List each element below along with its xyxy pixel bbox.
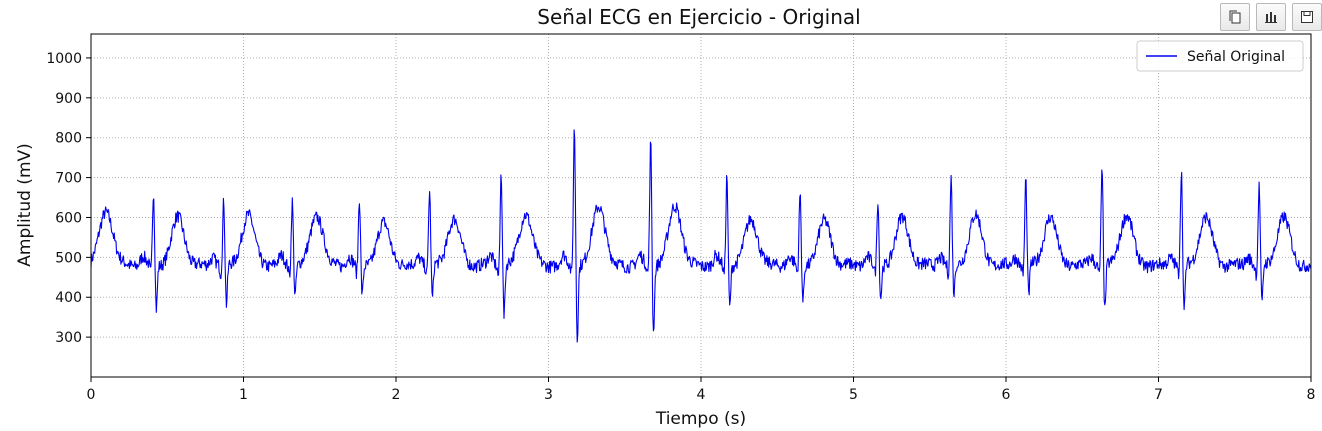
save-icon: [1299, 9, 1315, 25]
y-tick-label: 700: [55, 171, 82, 187]
x-tick-label: 5: [849, 387, 858, 403]
x-tick-label: 6: [1002, 387, 1011, 403]
legend: Señal Original: [1136, 40, 1304, 72]
copy-icon: [1227, 9, 1243, 25]
x-tick-label: 8: [1307, 387, 1316, 403]
y-tick-label: 500: [55, 250, 82, 266]
chart-icon: [1263, 9, 1279, 25]
chart-button[interactable]: [1256, 3, 1286, 31]
x-tick-label: 3: [544, 387, 553, 403]
x-axis-label: Tiempo (s): [655, 409, 746, 429]
legend-label: Señal Original: [1187, 49, 1285, 65]
y-tick-label: 400: [55, 290, 82, 306]
toolbar: [1220, 3, 1322, 31]
y-tick-label: 600: [55, 210, 82, 226]
y-axis-label: Amplitud (mV): [15, 143, 35, 267]
x-tick-label: 1: [239, 387, 248, 403]
x-tick-label: 0: [87, 387, 96, 403]
x-tick-label: 7: [1154, 387, 1163, 403]
y-tick-label: 900: [55, 91, 82, 107]
legend-box: [1136, 40, 1304, 72]
y-tick-label: 800: [55, 131, 82, 147]
y-tick-label: 1000: [46, 51, 82, 67]
copy-button[interactable]: [1220, 3, 1250, 31]
x-tick-label: 2: [392, 387, 401, 403]
save-button[interactable]: [1292, 3, 1322, 31]
x-tick-label: 4: [697, 387, 706, 403]
plot-frame: [90, 33, 1312, 378]
series-line-senal-original: [90, 129, 1312, 343]
x-axis: 0 1 2 3 4 5 6 7 8: [87, 377, 1316, 403]
chart-title: Señal ECG en Ejercicio - Original: [537, 5, 860, 29]
y-axis: 300 400 500 600 700 800 900 1000: [46, 51, 91, 346]
y-tick-label: 300: [55, 330, 82, 346]
grid: [90, 34, 1312, 377]
